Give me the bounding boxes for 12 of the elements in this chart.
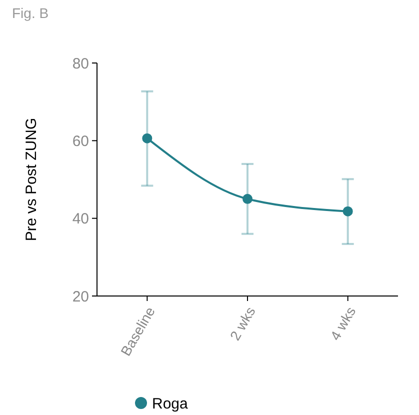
point [242, 194, 252, 204]
y-tick-label: 60 [72, 132, 89, 150]
legend-label: Roga [152, 395, 189, 412]
y-axis-title: Pre vs Post ZUNG [23, 118, 40, 242]
y-tick-label: 80 [72, 55, 89, 72]
y-tick-label: 20 [72, 288, 89, 306]
y-tick-label: 40 [72, 210, 89, 228]
point [142, 133, 152, 144]
x-tick-label: 4 wks [326, 304, 359, 343]
point [342, 206, 353, 216]
chart-title: Fig. B [12, 5, 49, 21]
x-tick-label: 2 wks [226, 304, 258, 343]
